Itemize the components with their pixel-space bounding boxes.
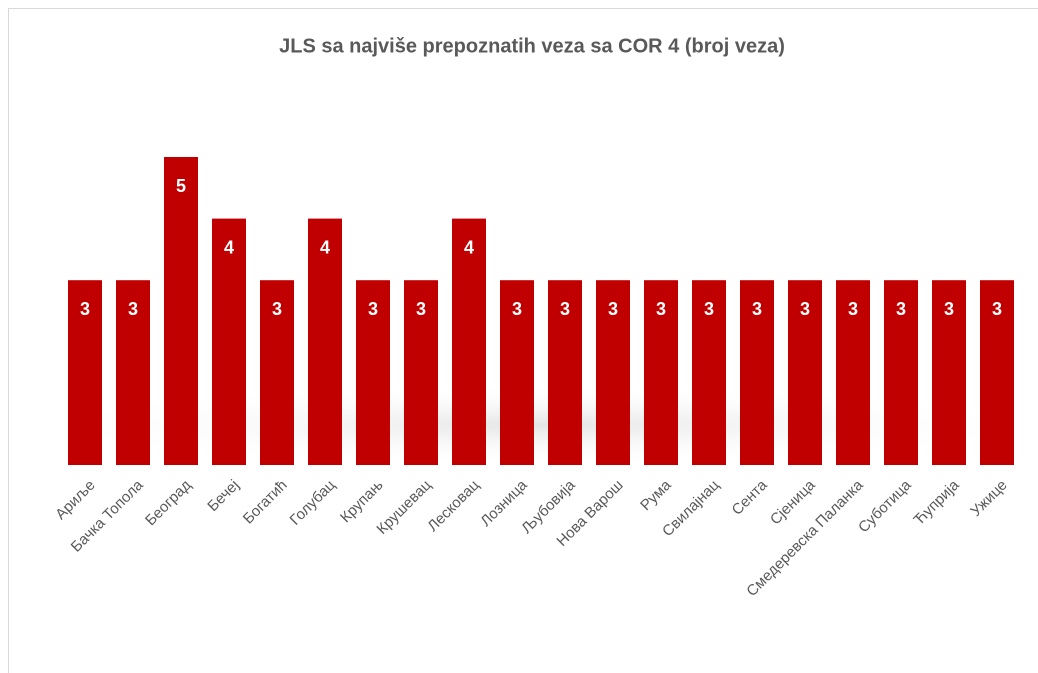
bar [836, 280, 870, 465]
bar [692, 280, 726, 465]
data-label: 3 [272, 299, 282, 319]
data-label: 3 [656, 299, 666, 319]
data-label: 3 [704, 299, 714, 319]
data-label: 4 [320, 237, 330, 257]
data-label: 3 [560, 299, 570, 319]
bar [500, 280, 534, 465]
bar [740, 280, 774, 465]
bar [452, 218, 486, 465]
data-label: 3 [848, 299, 858, 319]
bar [212, 218, 246, 465]
data-label: 3 [512, 299, 522, 319]
chart-title: JLS sa najviše prepoznatih veza sa COR 4… [279, 35, 785, 57]
bar [644, 280, 678, 465]
data-label: 3 [800, 299, 810, 319]
bar [308, 218, 342, 465]
bar [932, 280, 966, 465]
data-label: 4 [464, 237, 474, 257]
data-label: 5 [176, 176, 186, 196]
bar [260, 280, 294, 465]
data-label: 3 [752, 299, 762, 319]
data-label: 3 [608, 299, 618, 319]
data-label: 3 [80, 299, 90, 319]
bar [884, 280, 918, 465]
bar [788, 280, 822, 465]
bar [356, 280, 390, 465]
bar [404, 280, 438, 465]
bar [980, 280, 1014, 465]
bar [116, 280, 150, 465]
data-label: 3 [992, 299, 1002, 319]
data-label: 3 [368, 299, 378, 319]
bar [164, 157, 198, 465]
bar [68, 280, 102, 465]
data-label: 3 [416, 299, 426, 319]
data-label: 3 [896, 299, 906, 319]
bar [596, 280, 630, 465]
data-label: 3 [944, 299, 954, 319]
data-label: 4 [224, 237, 234, 257]
data-label: 3 [128, 299, 138, 319]
bar [548, 280, 582, 465]
